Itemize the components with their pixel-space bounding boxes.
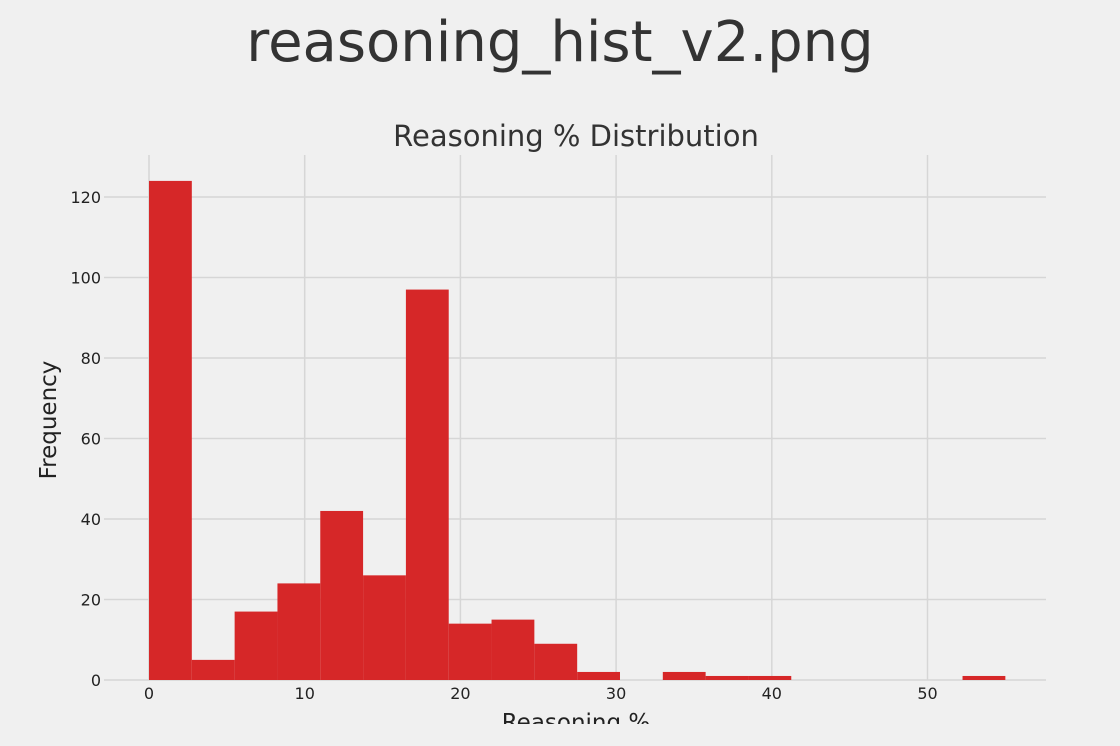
- x-tick-label: 10: [295, 684, 315, 703]
- y-tick-label: 0: [91, 671, 101, 690]
- x-tick-label: 50: [917, 684, 937, 703]
- histogram-bars: [149, 180, 1006, 680]
- histogram-bar: [149, 180, 192, 680]
- x-tick-label: 30: [606, 684, 626, 703]
- x-axis-title: Reasoning %: [502, 710, 651, 736]
- histogram-bar: [662, 671, 706, 680]
- histogram-bar: [491, 619, 535, 680]
- chart-title: Reasoning % Distribution: [393, 119, 759, 153]
- y-tick-label: 60: [81, 430, 101, 449]
- histogram-bar: [534, 643, 578, 680]
- file-title: reasoning_hist_v2.png: [246, 10, 874, 75]
- histogram-bar: [191, 659, 235, 680]
- y-tick-label: 100: [70, 269, 101, 288]
- histogram-bar: [577, 671, 620, 680]
- histogram-bar: [748, 675, 792, 680]
- y-axis-title: Frequency: [36, 361, 62, 480]
- y-tick-labels: 0 20 40 60 80 100 120: [70, 188, 101, 690]
- y-tick-label: 20: [81, 591, 101, 610]
- histogram-bar: [448, 623, 492, 680]
- histogram-bar: [705, 675, 749, 680]
- histogram-bar: [234, 611, 278, 680]
- x-tick-label: 40: [762, 684, 782, 703]
- histogram-bar: [405, 289, 449, 680]
- histogram-bar: [320, 510, 364, 680]
- x-tick-labels: 0 10 20 30 40 50: [144, 684, 938, 703]
- grid-lines: [104, 155, 1046, 681]
- x-tick-label: 0: [144, 684, 154, 703]
- y-tick-label: 120: [70, 188, 101, 207]
- histogram-bar: [277, 583, 321, 680]
- y-tick-label: 40: [81, 510, 101, 529]
- x-tick-label: 20: [450, 684, 470, 703]
- histogram-bar: [962, 675, 1006, 680]
- y-tick-label: 80: [81, 349, 101, 368]
- histogram-bar: [363, 575, 406, 680]
